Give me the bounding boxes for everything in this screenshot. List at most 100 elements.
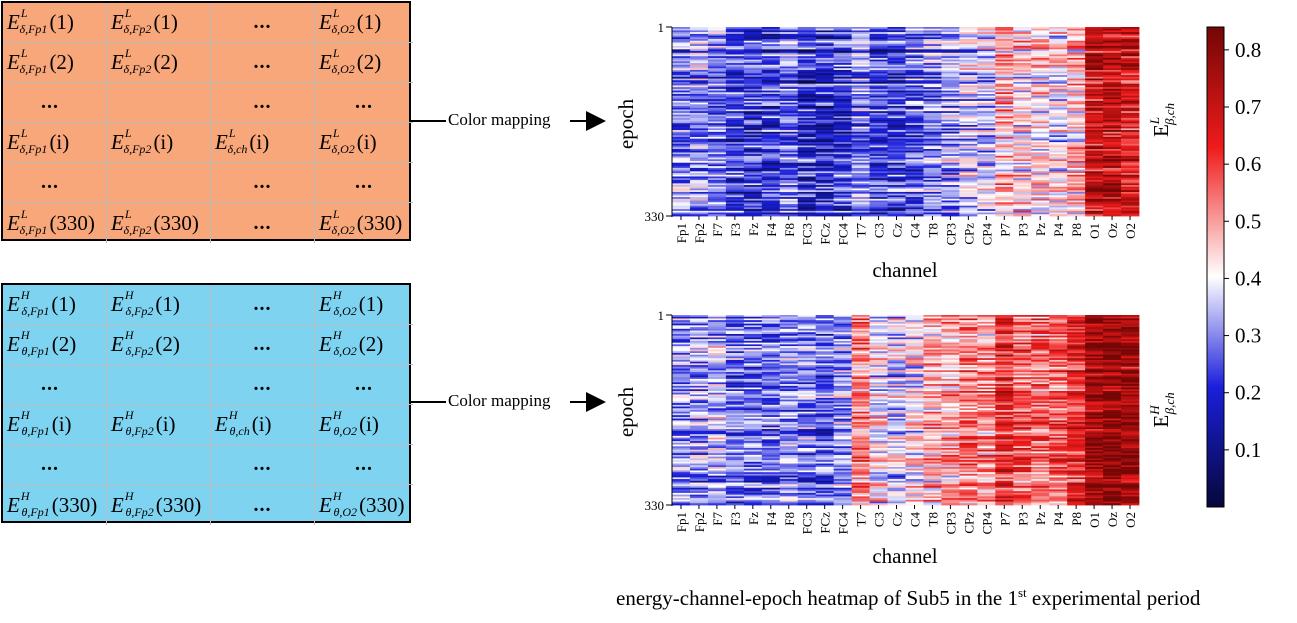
- heatmap-cell: [761, 202, 781, 205]
- heatmap-cell: [797, 334, 817, 337]
- heatmap-cell: [887, 80, 906, 83]
- heatmap-cell: [1085, 44, 1104, 47]
- heatmap-cell: [815, 33, 835, 36]
- heatmap-cell: [1067, 179, 1086, 183]
- heatmap-cell: [959, 75, 978, 78]
- heatmap-cell: [869, 423, 888, 426]
- heatmap-cell: [815, 42, 835, 45]
- heatmap-cell: [941, 439, 960, 442]
- heatmap-cell: [1103, 404, 1122, 407]
- heatmap-cell: [797, 49, 817, 52]
- heatmap-cell: [833, 205, 853, 208]
- heatmap-cell: [995, 359, 1014, 363]
- heatmap-cell: [797, 154, 817, 157]
- heatmap-cell: [761, 422, 781, 425]
- heatmap-cell: [1067, 351, 1086, 354]
- heatmap-cell: [851, 75, 870, 78]
- heatmap-cell: [1121, 78, 1140, 81]
- heatmap-cell: [779, 123, 799, 126]
- heatmap-cell: [779, 150, 799, 153]
- heatmap-cell: [977, 332, 996, 335]
- heatmap-cell: [905, 66, 924, 69]
- heatmap-cell: [905, 375, 924, 378]
- heatmap-cell: [1013, 164, 1032, 167]
- heatmap-cell: [707, 347, 727, 350]
- heatmap-cell: [1103, 327, 1122, 330]
- heatmap-cell: [851, 359, 870, 363]
- heatmap-cell: [1049, 154, 1068, 157]
- heatmap-cell: [1049, 441, 1068, 444]
- heatmap-cell: [869, 384, 888, 387]
- heatmap-cell: [689, 397, 709, 401]
- heatmap-cell: [761, 368, 781, 371]
- heatmap-cell: [707, 143, 727, 146]
- heatmap-cell: [707, 118, 727, 121]
- heatmap-cell: [1067, 387, 1086, 390]
- heatmap-cell: [1031, 106, 1050, 109]
- heatmap-cell: [977, 320, 996, 323]
- heatmap-cell: [1049, 118, 1068, 121]
- heatmap-cell: [672, 347, 691, 350]
- heatmap-cell: [779, 346, 799, 349]
- heatmap-cell: [797, 430, 817, 433]
- heatmap-cell: [815, 133, 835, 136]
- heatmap-cell: [851, 214, 870, 217]
- heatmap-cell: [761, 56, 781, 59]
- heatmap-cell: [959, 397, 978, 401]
- heatmap-cell: [977, 126, 996, 129]
- heatmap-cell: [905, 169, 924, 172]
- heatmap-cell: [725, 358, 745, 361]
- heatmap-cell: [1085, 366, 1104, 369]
- heatmap-cell: [1085, 181, 1104, 184]
- heatmap-cell: [995, 197, 1014, 200]
- heatmap-cell: [797, 397, 817, 401]
- heatmap-cell: [869, 35, 888, 38]
- heatmap-cell: [905, 90, 924, 93]
- heatmap-cell: [887, 207, 906, 210]
- heatmap-cell: [833, 325, 853, 328]
- heatmap-cell: [869, 109, 888, 112]
- heatmap-cell: [995, 389, 1014, 392]
- heatmap-cell: [1013, 159, 1032, 162]
- heatmap-cell: [851, 335, 870, 338]
- heatmap-cell: [1067, 161, 1086, 164]
- heatmap-cell: [1103, 361, 1122, 364]
- heatmap-cell: [923, 377, 942, 380]
- heatmap-cell: [977, 418, 996, 421]
- heatmap-cell: [1013, 173, 1032, 176]
- heatmap-cell: [941, 37, 960, 40]
- heatmap-cell: [887, 408, 906, 411]
- heatmap-cell: [672, 183, 691, 186]
- heatmap-cell: [941, 406, 960, 409]
- heatmap-cell: [923, 27, 942, 30]
- heatmap-cell: [689, 368, 709, 371]
- heatmap-cell: [959, 136, 978, 140]
- heatmap-cell: [1031, 186, 1050, 189]
- heatmap-cell: [887, 418, 906, 421]
- heatmap-cell: [1049, 64, 1068, 67]
- heatmap-cell: [707, 59, 727, 62]
- heatmap-cell: [1121, 136, 1140, 140]
- heatmap-cell: [851, 318, 870, 321]
- heatmap-cell: [689, 133, 709, 136]
- heatmap-cell: [689, 42, 709, 45]
- heatmap-cell: [779, 353, 799, 356]
- heatmap-cell: [1121, 425, 1140, 428]
- heatmap-cell: [851, 71, 870, 74]
- heatmap-cell: [1049, 200, 1068, 203]
- heatmap-cell: [1031, 394, 1050, 397]
- heatmap-cell: [959, 327, 978, 330]
- heatmap-cell: [689, 33, 709, 36]
- heatmap-cell: [1031, 197, 1050, 200]
- heatmap-cell: [959, 389, 978, 392]
- heatmap-cell: [941, 335, 960, 338]
- heatmap-cell: [1103, 439, 1122, 442]
- heatmap-cell: [959, 142, 978, 145]
- heatmap-cell: [1103, 356, 1122, 359]
- heatmap-cell: [977, 416, 996, 420]
- heatmap-cell: [977, 446, 996, 449]
- heatmap-cell: [761, 372, 781, 375]
- heatmap-cell: [672, 69, 691, 73]
- heatmap-cell: [1103, 57, 1122, 61]
- heatmap-cell: [743, 49, 763, 52]
